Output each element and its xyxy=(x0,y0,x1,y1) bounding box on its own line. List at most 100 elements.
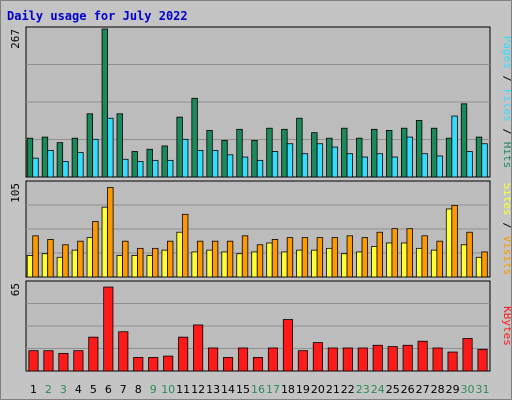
bar-hits-day-31 xyxy=(475,136,483,178)
x-tick-day-21: 21 xyxy=(326,383,340,396)
scale-label: 65 xyxy=(9,283,22,296)
bar-files-day-21 xyxy=(331,146,339,178)
bar-hits-day-22 xyxy=(341,127,348,178)
x-tick-day-7: 7 xyxy=(120,383,127,396)
bar-files-day-20 xyxy=(316,143,324,178)
bar-visits-day-21 xyxy=(331,237,339,278)
bar-visits-day-18 xyxy=(286,237,294,278)
side-label-sites: Sites xyxy=(501,183,511,216)
bar-files-day-1 xyxy=(32,157,39,178)
bar-files-day-15 xyxy=(241,156,249,178)
bar-visits-day-9 xyxy=(152,247,159,278)
bar-sites-day-9 xyxy=(146,255,153,278)
x-tick-day-4: 4 xyxy=(75,383,82,396)
side-label-pages: Pages xyxy=(501,36,511,69)
bar-visits-day-17 xyxy=(271,238,279,278)
bar-visits-day-24 xyxy=(376,231,383,278)
bar-kbytes-day-5 xyxy=(88,336,99,372)
bar-kbytes-day-11 xyxy=(178,336,189,372)
bar-files-day-10 xyxy=(167,159,174,178)
bar-sites-day-7 xyxy=(116,255,123,278)
bar-files-day-14 xyxy=(226,154,234,178)
bar-sites-day-8 xyxy=(131,255,138,278)
bar-hits-day-6 xyxy=(101,28,108,178)
x-tick-day-2: 2 xyxy=(45,383,52,396)
bar-hits-day-25 xyxy=(386,130,393,178)
bar-sites-day-14 xyxy=(221,251,228,278)
bar-hits-day-20 xyxy=(311,132,318,178)
bar-kbytes-day-24 xyxy=(372,344,383,372)
bar-files-day-8 xyxy=(137,161,144,178)
x-tick-day-11: 11 xyxy=(176,383,190,396)
bar-visits-day-2 xyxy=(47,238,54,278)
bar-files-day-3 xyxy=(62,161,69,178)
bar-visits-day-23 xyxy=(361,237,368,278)
x-tick-day-20: 20 xyxy=(311,383,325,396)
bar-files-day-9 xyxy=(152,159,159,178)
side-label-kbytes: KBytes xyxy=(501,306,511,346)
bar-sites-day-5 xyxy=(86,237,94,278)
x-tick-day-29: 29 xyxy=(446,383,460,396)
bar-hits-day-13 xyxy=(206,130,213,178)
bar-visits-day-4 xyxy=(77,240,84,278)
bar-sites-day-3 xyxy=(56,256,64,278)
bar-kbytes-day-1 xyxy=(28,350,39,372)
bar-visits-day-5 xyxy=(92,221,99,278)
bar-sites-day-2 xyxy=(41,253,49,278)
x-tick-day-5: 5 xyxy=(90,383,97,396)
bar-visits-day-20 xyxy=(316,237,324,278)
side-label-hits: Hits xyxy=(501,142,511,169)
side-label-separator: / xyxy=(501,69,511,89)
bar-files-day-27 xyxy=(421,153,428,178)
bar-kbytes-day-16 xyxy=(252,357,264,372)
bar-kbytes-day-6 xyxy=(103,286,114,372)
bar-hits-day-9 xyxy=(146,148,153,178)
bar-visits-day-15 xyxy=(241,235,249,278)
bar-kbytes-day-30 xyxy=(462,338,473,372)
bar-visits-day-30 xyxy=(466,231,473,278)
bar-hits-day-24 xyxy=(371,128,378,178)
x-tick-day-14: 14 xyxy=(221,383,235,396)
bar-sites-day-18 xyxy=(281,251,288,278)
x-tick-day-12: 12 xyxy=(191,383,205,396)
bar-hits-day-26 xyxy=(400,127,408,178)
bar-visits-day-19 xyxy=(301,237,309,278)
bar-visits-day-29 xyxy=(451,204,458,278)
bar-kbytes-day-15 xyxy=(237,347,249,372)
bar-visits-day-11 xyxy=(182,213,189,278)
bar-visits-day-22 xyxy=(346,235,353,278)
bar-sites-day-19 xyxy=(296,249,303,278)
side-label-separator: / xyxy=(501,216,511,236)
x-tick-day-1: 1 xyxy=(30,383,37,396)
chart-title: Daily usage for July 2022 xyxy=(7,9,188,23)
bar-kbytes-day-10 xyxy=(163,355,174,372)
bar-sites-day-15 xyxy=(236,253,243,278)
bar-visits-day-25 xyxy=(391,228,398,278)
bar-sites-day-30 xyxy=(460,244,468,278)
bar-sites-day-11 xyxy=(176,231,183,278)
side-label: Pages / Files / Hits xyxy=(501,36,511,169)
bar-files-day-30 xyxy=(466,151,473,178)
x-tick-day-16: 16 xyxy=(251,383,265,396)
bar-files-day-25 xyxy=(391,156,398,178)
x-tick-day-9: 9 xyxy=(150,383,157,396)
bar-sites-day-26 xyxy=(400,242,408,278)
bar-sites-day-16 xyxy=(251,251,258,278)
bar-hits-day-16 xyxy=(251,140,258,178)
bar-files-day-29 xyxy=(451,115,458,178)
bar-visits-day-7 xyxy=(122,240,129,278)
bar-visits-day-26 xyxy=(406,228,413,278)
x-tick-day-22: 22 xyxy=(341,383,355,396)
bar-hits-day-28 xyxy=(430,127,438,178)
x-tick-day-15: 15 xyxy=(236,383,250,396)
bar-sites-day-6 xyxy=(101,206,108,278)
bar-kbytes-day-4 xyxy=(73,350,84,372)
bar-files-day-31 xyxy=(481,143,488,178)
bar-kbytes-day-31 xyxy=(477,348,488,372)
x-tick-day-23: 23 xyxy=(356,383,370,396)
x-tick-day-13: 13 xyxy=(206,383,220,396)
scale-label: 267 xyxy=(9,29,22,49)
bar-sites-day-23 xyxy=(356,251,363,278)
x-tick-day-26: 26 xyxy=(401,383,415,396)
